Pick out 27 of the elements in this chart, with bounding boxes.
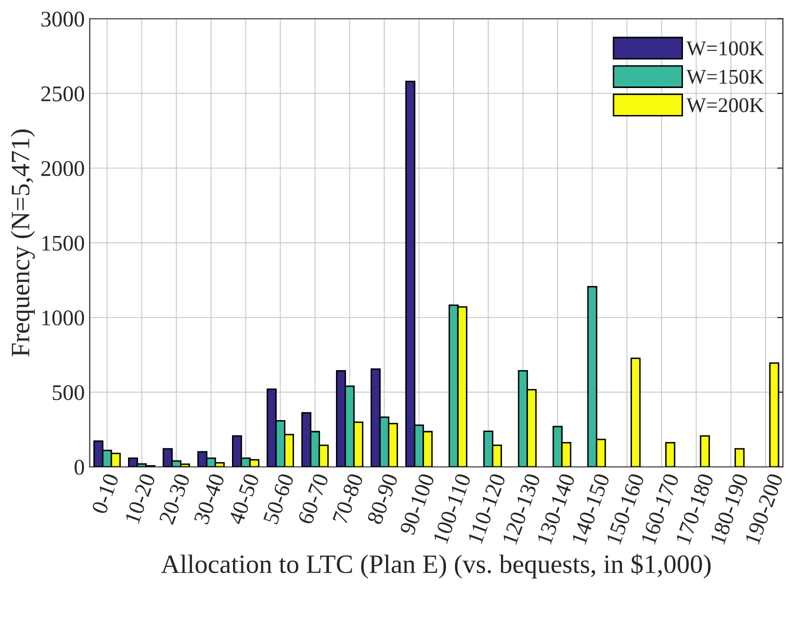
legend-label: W=100K (686, 41, 764, 56)
x-tick-label: 0-10 (92, 472, 119, 515)
x-tick-label: 60-70 (298, 472, 329, 525)
bar (665, 442, 676, 467)
x-tick-label: 70-80 (332, 472, 364, 524)
bar (630, 358, 641, 467)
bar (700, 435, 710, 467)
x-tick-label: 90-100 (400, 472, 435, 536)
x-tick-label: 20-30 (158, 472, 190, 525)
x-tick-label: 30-40 (194, 472, 225, 525)
y-tick-label: 2000 (41, 161, 84, 176)
y-tick-label: 500 (52, 385, 84, 400)
x-tick-label: 40-50 (228, 472, 260, 526)
x-tick-label: 80-90 (366, 472, 398, 526)
y-tick-label: 1500 (42, 236, 84, 251)
y-tick-label: 2500 (41, 86, 84, 102)
y-tick-label: 3000 (41, 12, 84, 27)
legend-label: W=200K (686, 98, 764, 112)
y-tick-label: 1000 (42, 310, 84, 326)
y-axis-title: Frequency (N=5,471) (10, 130, 35, 356)
x-tick-label: 10-20 (124, 472, 156, 524)
bar (734, 448, 745, 467)
legend-label: W=150K (686, 70, 764, 84)
y-tick-label: 0 (74, 460, 84, 475)
x-tick-label: 50-60 (263, 472, 294, 525)
x-axis-title: Allocation to LTC (Plan E) (vs. bequests, in $1,000) (161, 554, 711, 579)
bar (769, 362, 780, 467)
